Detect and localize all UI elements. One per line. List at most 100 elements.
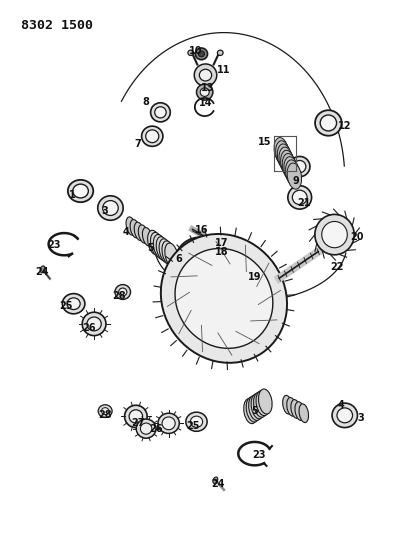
Text: 28: 28 — [113, 290, 126, 301]
Ellipse shape — [125, 405, 147, 427]
Ellipse shape — [219, 263, 223, 268]
Ellipse shape — [145, 130, 159, 143]
Ellipse shape — [175, 248, 273, 349]
Ellipse shape — [279, 147, 293, 173]
Ellipse shape — [156, 237, 170, 261]
Text: 3: 3 — [102, 206, 109, 216]
Ellipse shape — [62, 294, 85, 314]
Ellipse shape — [142, 126, 163, 147]
Text: 25: 25 — [187, 421, 200, 431]
Ellipse shape — [256, 391, 270, 416]
Ellipse shape — [188, 50, 194, 55]
Ellipse shape — [283, 395, 292, 414]
Ellipse shape — [126, 217, 136, 235]
Text: 9: 9 — [292, 176, 299, 187]
Text: 5: 5 — [147, 243, 154, 253]
Ellipse shape — [185, 249, 189, 253]
Ellipse shape — [142, 228, 152, 246]
Ellipse shape — [193, 256, 210, 272]
Ellipse shape — [134, 222, 144, 240]
Ellipse shape — [199, 51, 205, 57]
Text: 21: 21 — [297, 198, 311, 208]
Ellipse shape — [139, 225, 148, 243]
Text: 28: 28 — [98, 410, 112, 421]
Ellipse shape — [246, 397, 260, 422]
Text: 16: 16 — [195, 225, 208, 236]
Ellipse shape — [162, 241, 175, 265]
Text: 15: 15 — [258, 136, 272, 147]
Ellipse shape — [287, 398, 296, 416]
Ellipse shape — [98, 405, 112, 417]
Ellipse shape — [194, 64, 217, 86]
Ellipse shape — [150, 232, 164, 257]
Ellipse shape — [175, 237, 228, 290]
Text: 13: 13 — [201, 83, 214, 93]
Ellipse shape — [295, 402, 305, 421]
Text: 4: 4 — [122, 227, 129, 237]
Ellipse shape — [102, 408, 109, 415]
Ellipse shape — [195, 48, 208, 60]
Text: 24: 24 — [211, 480, 224, 489]
Ellipse shape — [315, 214, 354, 255]
Text: 20: 20 — [350, 232, 364, 243]
Text: 19: 19 — [248, 272, 261, 282]
Ellipse shape — [186, 248, 217, 279]
Text: 22: 22 — [330, 262, 343, 271]
Text: 23: 23 — [47, 240, 61, 250]
Ellipse shape — [119, 288, 127, 296]
Ellipse shape — [277, 144, 292, 170]
Ellipse shape — [293, 160, 306, 173]
Ellipse shape — [158, 413, 179, 433]
Ellipse shape — [40, 266, 45, 272]
Ellipse shape — [213, 477, 218, 483]
Ellipse shape — [196, 84, 213, 100]
Ellipse shape — [115, 285, 131, 300]
Text: 18: 18 — [215, 247, 229, 256]
Text: 6: 6 — [175, 254, 182, 263]
Ellipse shape — [68, 180, 93, 202]
Text: 1: 1 — [69, 190, 76, 200]
Text: 3: 3 — [358, 413, 365, 423]
Ellipse shape — [249, 395, 262, 421]
Ellipse shape — [320, 115, 337, 131]
Text: 17: 17 — [215, 238, 229, 247]
Text: 14: 14 — [199, 98, 212, 108]
Ellipse shape — [337, 408, 353, 423]
Text: 25: 25 — [60, 301, 73, 311]
Ellipse shape — [288, 185, 312, 209]
Ellipse shape — [136, 419, 156, 438]
Ellipse shape — [129, 410, 143, 423]
Ellipse shape — [200, 88, 209, 96]
Ellipse shape — [291, 400, 300, 418]
Ellipse shape — [161, 234, 287, 363]
Ellipse shape — [322, 222, 347, 248]
Ellipse shape — [98, 196, 123, 220]
Ellipse shape — [254, 392, 267, 417]
Text: 4: 4 — [337, 400, 344, 410]
Ellipse shape — [251, 394, 265, 419]
Ellipse shape — [190, 416, 203, 427]
Ellipse shape — [67, 298, 80, 310]
Text: 11: 11 — [217, 65, 231, 75]
Ellipse shape — [289, 157, 310, 176]
Ellipse shape — [286, 160, 300, 186]
Ellipse shape — [159, 239, 173, 263]
Ellipse shape — [299, 404, 309, 423]
Text: 23: 23 — [252, 450, 266, 460]
Ellipse shape — [276, 141, 290, 167]
Text: 26: 26 — [150, 424, 163, 434]
Ellipse shape — [141, 423, 152, 434]
Text: 7: 7 — [134, 139, 141, 149]
Text: 27: 27 — [131, 418, 145, 429]
Text: 5: 5 — [251, 406, 258, 416]
Ellipse shape — [274, 138, 289, 164]
Text: 10: 10 — [189, 46, 202, 56]
Ellipse shape — [284, 157, 298, 183]
Ellipse shape — [87, 317, 101, 331]
Ellipse shape — [182, 272, 187, 276]
Text: 8: 8 — [143, 96, 150, 107]
Ellipse shape — [150, 103, 170, 122]
Ellipse shape — [282, 154, 297, 180]
Ellipse shape — [82, 312, 106, 336]
Text: 12: 12 — [338, 120, 351, 131]
